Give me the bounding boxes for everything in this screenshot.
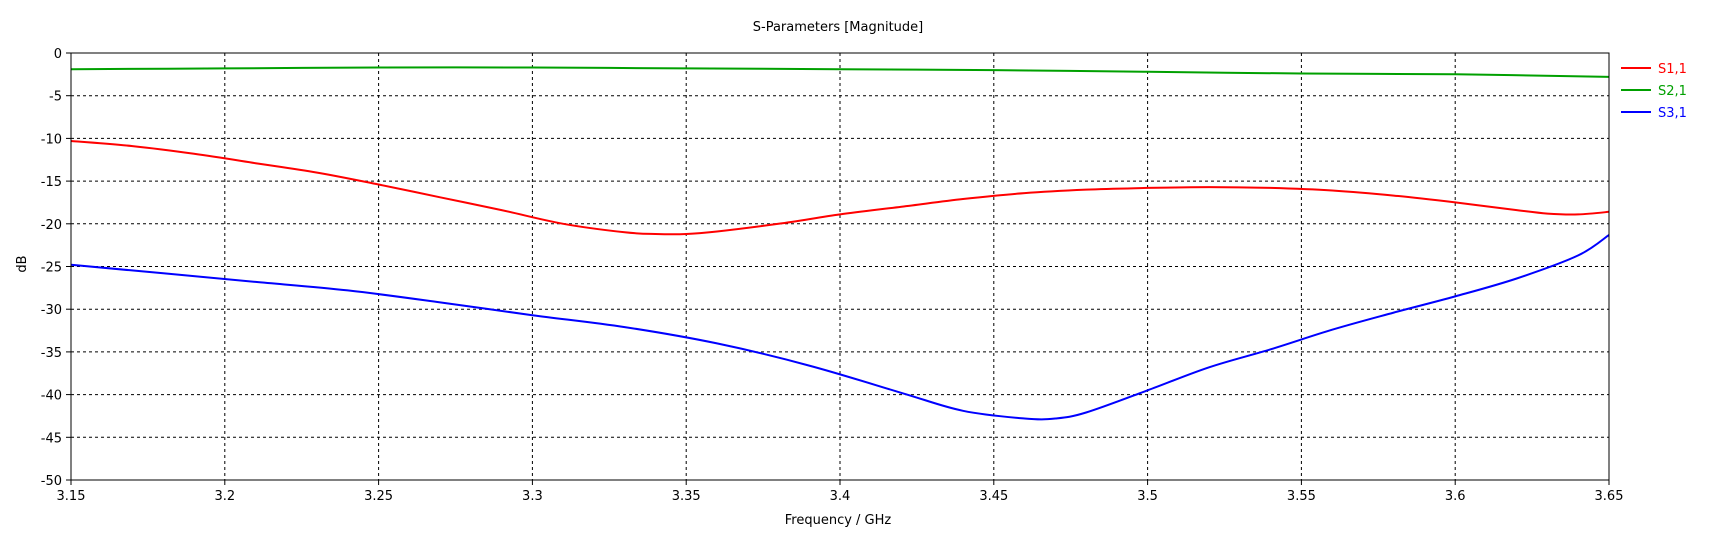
x-tick-label: 3.65 — [1595, 489, 1624, 504]
x-tick-label: 3.4 — [830, 489, 851, 504]
y-tick-label: -50 — [41, 474, 62, 489]
series-line-s11 — [70, 140, 1610, 236]
legend-label-s31: S3,1 — [1658, 106, 1687, 121]
x-tick-label: 3.3 — [522, 489, 543, 504]
y-axis-label: dB — [15, 255, 30, 272]
x-tick-label: 3.6 — [1445, 489, 1466, 504]
x-tick-label: 3.5 — [1137, 489, 1158, 504]
y-tick-label: -35 — [41, 346, 62, 361]
x-tick-label: 3.45 — [979, 489, 1008, 504]
y-tick-label: -25 — [41, 261, 62, 276]
plot-area — [70, 66, 1610, 421]
x-tick-label: 3.25 — [364, 489, 393, 504]
series-line-s31 — [70, 234, 1610, 421]
y-tick-label: -10 — [41, 132, 62, 147]
y-tick-label: 0 — [54, 47, 62, 62]
x-tick-label: 3.35 — [672, 489, 701, 504]
chart-title: S-Parameters [Magnitude] — [753, 20, 924, 35]
y-tick-label: -40 — [41, 389, 62, 404]
y-tick-label: -15 — [41, 175, 62, 190]
legend: S1,1 S2,1 S3,1 — [1621, 62, 1687, 121]
x-tick-label: 3.2 — [214, 489, 235, 504]
legend-label-s11: S1,1 — [1658, 62, 1687, 77]
y-tick-label: -45 — [41, 431, 62, 446]
y-tick-label: -5 — [49, 90, 62, 105]
x-axis: 3.15 3.2 3.25 3.3 3.35 3.4 3.45 3.5 3.55 3.6 3.65 — [57, 480, 1624, 504]
x-tick-label: 3.15 — [57, 489, 86, 504]
legend-label-s21: S2,1 — [1658, 84, 1687, 99]
y-tick-label: -20 — [41, 218, 62, 233]
series-line-s21 — [70, 66, 1610, 78]
y-tick-label: -30 — [41, 303, 62, 318]
grid — [71, 53, 1609, 480]
x-tick-label: 3.55 — [1287, 489, 1316, 504]
x-axis-label: Frequency / GHz — [785, 513, 892, 528]
y-axis: 0 -5 -10 -15 -20 -25 -30 -35 -40 -45 -50 — [41, 47, 71, 489]
